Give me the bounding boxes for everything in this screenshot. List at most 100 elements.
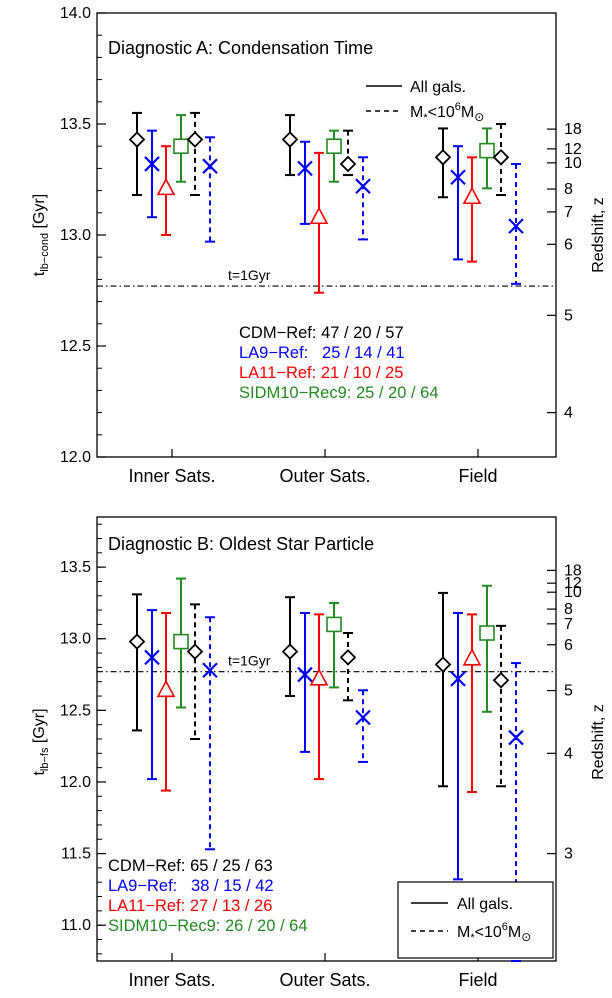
marker-diamond-cdm-ref	[281, 131, 299, 148]
marker-square-sidm10-rec9	[173, 633, 189, 650]
panel-b-count-la11: LA11−Ref: 27 / 13 / 26	[108, 897, 272, 915]
panel-a-count-la11: LA11−Ref: 21 / 10 / 25	[239, 364, 403, 382]
redshift-tick-label: 6	[564, 637, 573, 654]
redshift-tick-label: 7	[564, 204, 573, 221]
marker-square-sidm10-rec9	[173, 138, 189, 154]
panel-a-count-sidm: SIDM10−Rec9: 25 / 20 / 64	[239, 384, 439, 402]
redshift-tick-label: 12	[564, 575, 582, 592]
redshift-tick-label: 7	[564, 616, 573, 633]
redshift-tick-label: 5	[564, 683, 573, 700]
panel-a-counts: CDM−Ref: 47 / 20 / 57 LA9−Ref: 25 / 14 /…	[239, 324, 439, 402]
y-tick-label: 13.5	[60, 559, 91, 576]
y-tick-label: 11.5	[61, 846, 91, 863]
panel-b-right-axis-label: Redshift, z	[590, 704, 607, 780]
redshift-tick-label: 10	[564, 155, 582, 172]
panel-a-title: Diagnostic A: Condensation Time	[108, 38, 373, 58]
marker-diamond-cdm-ref	[434, 656, 452, 673]
marker-diamond-cdm-ref-lowmass	[186, 131, 204, 148]
panel-a-legend-solid-label: All gals.	[410, 79, 466, 96]
redshift-tick-label: 6	[564, 236, 573, 253]
panel-b-legend-solid-label: All gals.	[457, 896, 513, 913]
marker-square-sidm10-rec9	[479, 625, 495, 641]
panel-a-x-labels: Inner Sats. Outer Sats. Field	[128, 449, 498, 486]
marker-diamond-cdm-ref	[281, 643, 299, 660]
marker-cross-la9-ref	[144, 156, 160, 172]
marker-cross-la9-ref-lowmass	[508, 218, 524, 234]
marker-cross-la9-ref	[450, 169, 466, 186]
marker-diamond-cdm-ref-lowmass	[339, 155, 357, 173]
panel-b-title: Diagnostic B: Oldest Star Particle	[108, 534, 374, 554]
redshift-tick-label: 10	[564, 584, 582, 601]
redshift-tick-label: 3	[564, 846, 573, 863]
redshift-tick-label: 18	[564, 121, 582, 138]
redshift-tick-label: 8	[564, 601, 573, 618]
redshift-tick-label: 5	[564, 307, 573, 324]
panel-b-y-ticks: 11.0 11.5 12.0 12.5 13.0 13.5	[60, 523, 106, 955]
redshift-tick-label: 4	[564, 405, 573, 422]
marker-triangle-la11-ref	[309, 668, 329, 686]
category-label: Inner Sats.	[128, 466, 215, 486]
marker-triangle-la11-ref	[156, 679, 176, 698]
redshift-tick-label: 18	[564, 562, 582, 579]
category-label: Inner Sats.	[128, 970, 215, 990]
panel-b-series	[128, 577, 524, 962]
y-tick-label: 12.5	[60, 702, 91, 719]
y-tick-label: 12.5	[60, 338, 91, 355]
panel-a-count-la9: LA9−Ref: 25 / 14 / 41	[239, 344, 405, 362]
y-tick-label: 13.0	[60, 227, 91, 244]
y-tick-label: 12.0	[60, 449, 91, 466]
marker-diamond-cdm-ref	[128, 131, 146, 148]
marker-diamond-cdm-ref	[128, 633, 146, 650]
redshift-tick-label: 12	[564, 141, 582, 158]
panel-a-series	[128, 111, 524, 294]
panel-a-count-cdm: CDM−Ref: 47 / 20 / 57	[239, 324, 404, 342]
panel-b-legend-box	[397, 881, 554, 959]
marker-triangle-la11-ref	[462, 186, 482, 205]
marker-cross-la9-ref	[450, 671, 466, 687]
panel-a-legend: All gals. M*<106M⊙	[366, 79, 484, 124]
panel-b-y-axis-label: tlb−fs [Gyr]	[31, 708, 51, 775]
panel-a-right-axis-label: Redshift, z	[590, 197, 607, 273]
panel-b-count-la9: LA9−Ref: 38 / 15 / 42	[108, 877, 274, 895]
panel-b-count-cdm: CDM−Ref: 65 / 25 / 63	[108, 857, 273, 875]
marker-diamond-cdm-ref-lowmass	[492, 672, 510, 689]
marker-square-sidm10-rec9	[326, 138, 342, 154]
category-label: Outer Sats.	[279, 466, 370, 486]
redshift-tick-label: 8	[564, 181, 573, 198]
y-tick-label: 13.0	[60, 631, 91, 648]
marker-cross-la9-ref	[144, 649, 160, 666]
marker-cross-la9-ref-lowmass	[355, 709, 371, 726]
marker-diamond-cdm-ref-lowmass	[339, 649, 357, 666]
marker-triangle-la11-ref	[462, 648, 482, 666]
panel-a-y-axis-label: tlb−cond [Gyr]	[31, 194, 51, 276]
y-tick-label: 14.0	[60, 5, 91, 22]
marker-cross-la9-ref	[297, 666, 313, 683]
panel-b-x-labels: Inner Sats. Outer Sats. Field	[128, 953, 498, 990]
panel-a-y-ticks: 12.0 12.5 13.0 13.5 14.0	[60, 5, 106, 466]
marker-diamond-cdm-ref	[434, 149, 452, 166]
marker-square-sidm10-rec9	[479, 142, 495, 159]
marker-cross-la9-ref	[297, 160, 313, 177]
panel-a-legend-dashed-label: M*<106M⊙	[410, 101, 484, 124]
panel-b-counts: CDM−Ref: 65 / 25 / 63 LA9−Ref: 38 / 15 /…	[108, 857, 308, 935]
marker-cross-la9-ref-lowmass	[202, 662, 218, 679]
marker-cross-la9-ref-lowmass	[508, 729, 524, 746]
panel-b-legend: All gals. M*<106M⊙	[397, 881, 554, 959]
marker-diamond-cdm-ref-lowmass	[186, 643, 204, 660]
category-label: Field	[458, 466, 497, 486]
panel-a-reference-label: t=1Gyr	[228, 267, 271, 283]
category-label: Field	[458, 970, 497, 990]
marker-square-sidm10-rec9	[326, 616, 342, 633]
marker-triangle-la11-ref	[156, 177, 176, 196]
redshift-tick-label: 4	[564, 745, 573, 762]
marker-cross-la9-ref-lowmass	[355, 178, 371, 194]
marker-diamond-cdm-ref-lowmass	[492, 149, 510, 166]
marker-cross-la9-ref-lowmass	[202, 158, 218, 174]
y-tick-label: 11.0	[61, 917, 91, 934]
y-tick-label: 12.0	[60, 774, 91, 791]
